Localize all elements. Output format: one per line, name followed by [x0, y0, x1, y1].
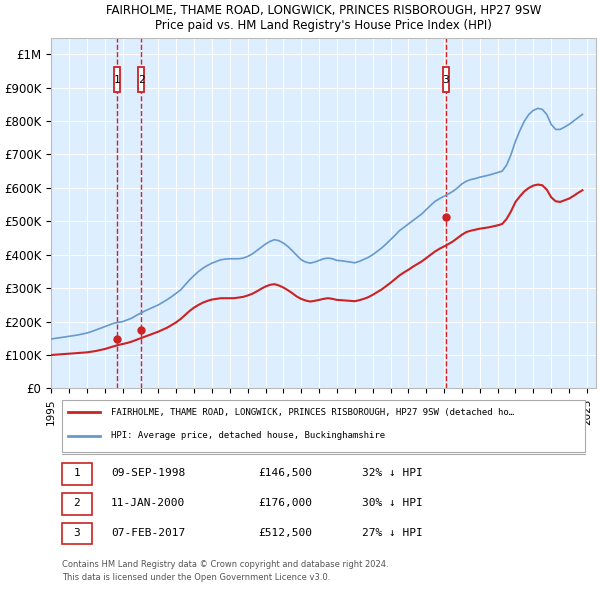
Text: 2: 2: [137, 74, 145, 84]
FancyBboxPatch shape: [62, 523, 92, 545]
FancyBboxPatch shape: [114, 67, 120, 92]
FancyBboxPatch shape: [443, 67, 449, 92]
Text: 3: 3: [73, 527, 80, 537]
Text: 27% ↓ HPI: 27% ↓ HPI: [362, 527, 422, 537]
Text: 3: 3: [442, 74, 449, 84]
Text: 11-JAN-2000: 11-JAN-2000: [111, 498, 185, 508]
Text: 2: 2: [73, 498, 80, 508]
Text: Contains HM Land Registry data © Crown copyright and database right 2024.: Contains HM Land Registry data © Crown c…: [62, 560, 389, 569]
Text: £512,500: £512,500: [258, 527, 312, 537]
FancyBboxPatch shape: [62, 464, 92, 485]
Text: This data is licensed under the Open Government Licence v3.0.: This data is licensed under the Open Gov…: [62, 573, 331, 582]
Text: 1: 1: [114, 74, 121, 84]
Text: 1: 1: [73, 468, 80, 478]
Text: £146,500: £146,500: [258, 468, 312, 478]
Text: HPI: Average price, detached house, Buckinghamshire: HPI: Average price, detached house, Buck…: [111, 431, 385, 440]
FancyBboxPatch shape: [62, 493, 92, 514]
FancyBboxPatch shape: [62, 400, 585, 451]
Text: 07-FEB-2017: 07-FEB-2017: [111, 527, 185, 537]
Title: FAIRHOLME, THAME ROAD, LONGWICK, PRINCES RISBOROUGH, HP27 9SW
Price paid vs. HM : FAIRHOLME, THAME ROAD, LONGWICK, PRINCES…: [106, 4, 541, 32]
Text: £176,000: £176,000: [258, 498, 312, 508]
FancyBboxPatch shape: [138, 67, 144, 92]
Text: 32% ↓ HPI: 32% ↓ HPI: [362, 468, 422, 478]
Text: 30% ↓ HPI: 30% ↓ HPI: [362, 498, 422, 508]
Text: FAIRHOLME, THAME ROAD, LONGWICK, PRINCES RISBOROUGH, HP27 9SW (detached ho…: FAIRHOLME, THAME ROAD, LONGWICK, PRINCES…: [111, 408, 514, 417]
Text: 09-SEP-1998: 09-SEP-1998: [111, 468, 185, 478]
